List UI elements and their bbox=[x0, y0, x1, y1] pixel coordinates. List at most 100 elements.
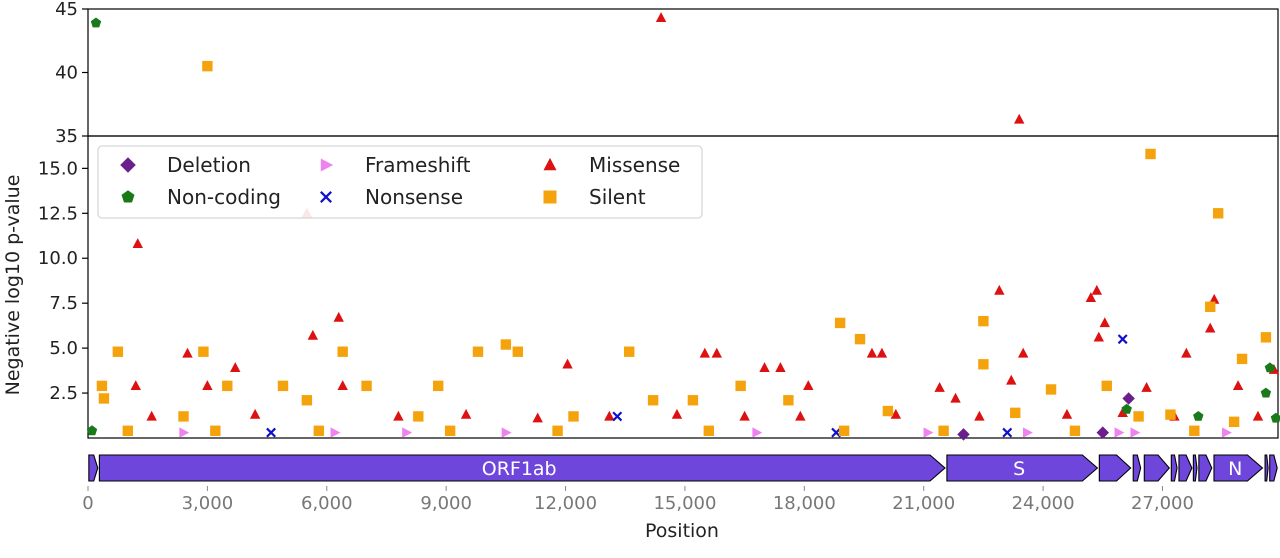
silent-point bbox=[210, 425, 221, 437]
missense-point bbox=[671, 408, 683, 419]
missense-point bbox=[1181, 347, 1192, 358]
legend-marker-missense bbox=[543, 157, 557, 171]
lower-y-ticks: 2.5 5.0 7.5 10.0 12.5 15.0 bbox=[38, 158, 88, 404]
silent-point bbox=[432, 380, 444, 392]
legend-label-non-coding: Non-coding bbox=[167, 185, 281, 209]
silent-point bbox=[313, 425, 325, 437]
missense-point bbox=[202, 380, 213, 391]
silent-point bbox=[1260, 332, 1272, 343]
gene-label: N bbox=[1228, 458, 1242, 480]
missense-point bbox=[1141, 381, 1152, 392]
missense-point bbox=[307, 329, 319, 340]
silent-point bbox=[500, 339, 512, 350]
lower-y-tick-label: 12.5 bbox=[38, 203, 78, 224]
x-tick-label: 3,000 bbox=[182, 493, 234, 514]
frameshift-point bbox=[330, 427, 341, 438]
silent-point bbox=[222, 380, 233, 392]
upper-y-tick-label: 40 bbox=[55, 63, 78, 84]
lower-y-tick-label: 7.5 bbox=[49, 293, 78, 314]
silent-point bbox=[444, 425, 456, 437]
gene-track: ORF1ab S N bbox=[88, 454, 1278, 482]
nonsense-point bbox=[1117, 334, 1128, 345]
deletion-point bbox=[957, 428, 970, 441]
missense-point bbox=[532, 412, 543, 423]
missense-point bbox=[1252, 410, 1264, 421]
silent-point bbox=[735, 380, 746, 392]
missense-point bbox=[146, 410, 157, 421]
upper-y-tick-label: 45 bbox=[55, 0, 78, 20]
silent-point bbox=[1133, 411, 1144, 422]
missense-point bbox=[1006, 374, 1017, 385]
silent-point bbox=[413, 411, 424, 422]
silent-point bbox=[178, 411, 189, 422]
silent-point bbox=[122, 425, 133, 437]
silent-point bbox=[512, 346, 523, 357]
missense-point bbox=[1099, 317, 1110, 328]
non-coding-point bbox=[1270, 412, 1280, 423]
silent-point bbox=[1236, 353, 1248, 365]
missense-point bbox=[182, 347, 193, 358]
gene-arrow bbox=[1132, 454, 1142, 482]
silent-point bbox=[647, 395, 659, 406]
x-axis-label: Position bbox=[645, 520, 719, 542]
missense-point bbox=[1061, 408, 1073, 419]
legend-label-frameshift: Frameshift bbox=[365, 153, 471, 177]
gene-arrow bbox=[1192, 454, 1198, 482]
non-coding-point bbox=[86, 425, 98, 436]
silent-point bbox=[978, 359, 989, 370]
frameshift-point bbox=[1221, 427, 1232, 438]
silent-point bbox=[834, 317, 846, 329]
frameshift-point bbox=[923, 427, 934, 438]
y-axis-label: Negative log10 p-value bbox=[2, 175, 24, 396]
frameshift-point bbox=[501, 427, 512, 438]
missense-point bbox=[759, 362, 770, 373]
missense-point bbox=[562, 358, 573, 369]
missense-point bbox=[890, 408, 902, 419]
upper-y-tick-label: 35 bbox=[55, 126, 78, 147]
x-tick-label: 6,000 bbox=[301, 493, 353, 514]
x-tick-label: 27,000 bbox=[1131, 493, 1194, 514]
gene-arrow bbox=[1264, 454, 1269, 482]
missense-point bbox=[1085, 292, 1097, 302]
silent-point bbox=[98, 393, 110, 404]
missense-point bbox=[604, 410, 615, 421]
missense-point bbox=[230, 362, 241, 373]
lower-panel-frame bbox=[87, 135, 1279, 439]
gene-arrow bbox=[1269, 454, 1278, 482]
frameshift-point bbox=[1114, 427, 1125, 438]
missense-point bbox=[1205, 322, 1216, 333]
missense-point bbox=[866, 347, 878, 358]
missense-point bbox=[393, 410, 404, 421]
lower-y-tick-label: 5.0 bbox=[49, 338, 78, 359]
x-axis-ticks: 0 3,000 6,000 9,000 12,000 15,000 18,000 21,000… bbox=[82, 486, 1194, 514]
missense-point bbox=[1232, 380, 1244, 391]
silent-point bbox=[1101, 380, 1112, 392]
missense-point bbox=[699, 347, 711, 358]
silent-point bbox=[198, 346, 209, 357]
silent-point bbox=[1069, 425, 1081, 437]
legend-marker-non-coding bbox=[121, 190, 135, 203]
silent-point bbox=[1165, 409, 1176, 420]
silent-point bbox=[277, 380, 289, 392]
silent-point bbox=[337, 346, 348, 357]
deletion-point bbox=[1122, 392, 1135, 405]
deletion-point bbox=[1096, 426, 1110, 439]
silent-point bbox=[301, 395, 313, 406]
gene-arrow bbox=[98, 454, 946, 482]
x-tick-label: 0 bbox=[82, 493, 93, 514]
legend-label-missense: Missense bbox=[589, 153, 680, 177]
silent-point bbox=[472, 346, 484, 357]
missense-point bbox=[655, 12, 667, 23]
missense-point bbox=[739, 410, 750, 421]
x-tick-label: 21,000 bbox=[892, 493, 955, 514]
lower-y-tick-label: 2.5 bbox=[49, 383, 78, 404]
silent-point bbox=[96, 380, 108, 392]
gene-arrow bbox=[946, 454, 1099, 482]
silent-point bbox=[1010, 407, 1021, 419]
legend-label-deletion: Deletion bbox=[167, 153, 251, 177]
upper-y-ticks: 35 40 45 bbox=[55, 0, 88, 147]
silent-point bbox=[624, 346, 635, 357]
legend-marker-silent bbox=[543, 190, 557, 204]
silent-point bbox=[938, 425, 949, 437]
missense-point bbox=[876, 347, 888, 358]
